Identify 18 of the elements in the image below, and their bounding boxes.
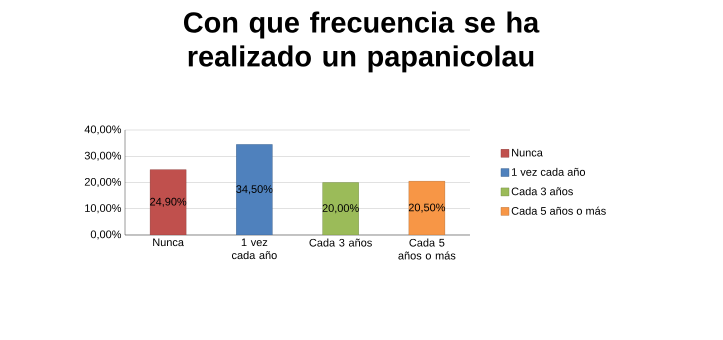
chart-title: Con que frecuencia se ha realizado un papanicolau xyxy=(184,12,540,72)
data-label: 20,00% xyxy=(322,204,359,214)
x-tick-label: 1 vez cada año xyxy=(232,238,277,260)
x-tick-label: Cada 3 años xyxy=(310,238,372,247)
x-tick-label: Nunca xyxy=(153,238,184,246)
x-tick-label: Cada 5 años o más xyxy=(398,238,456,260)
data-label: 20,50% xyxy=(408,204,446,213)
data-label: 34,50% xyxy=(236,185,273,194)
legend-label: 1 vez cada año xyxy=(512,168,586,176)
y-tick-label: 0,00% xyxy=(90,230,122,240)
data-label: 24,90% xyxy=(150,198,186,207)
y-tick-label: 40,00% xyxy=(84,125,122,135)
legend-label: Nunca xyxy=(512,148,543,156)
y-tick-label: 10,00% xyxy=(85,204,122,214)
y-tick-label: 20,00% xyxy=(84,178,122,188)
legend-label: Cada 5 años o más xyxy=(512,206,606,215)
legend-label: Cada 3 años xyxy=(512,187,573,196)
y-tick-label: 30,00% xyxy=(84,152,122,161)
